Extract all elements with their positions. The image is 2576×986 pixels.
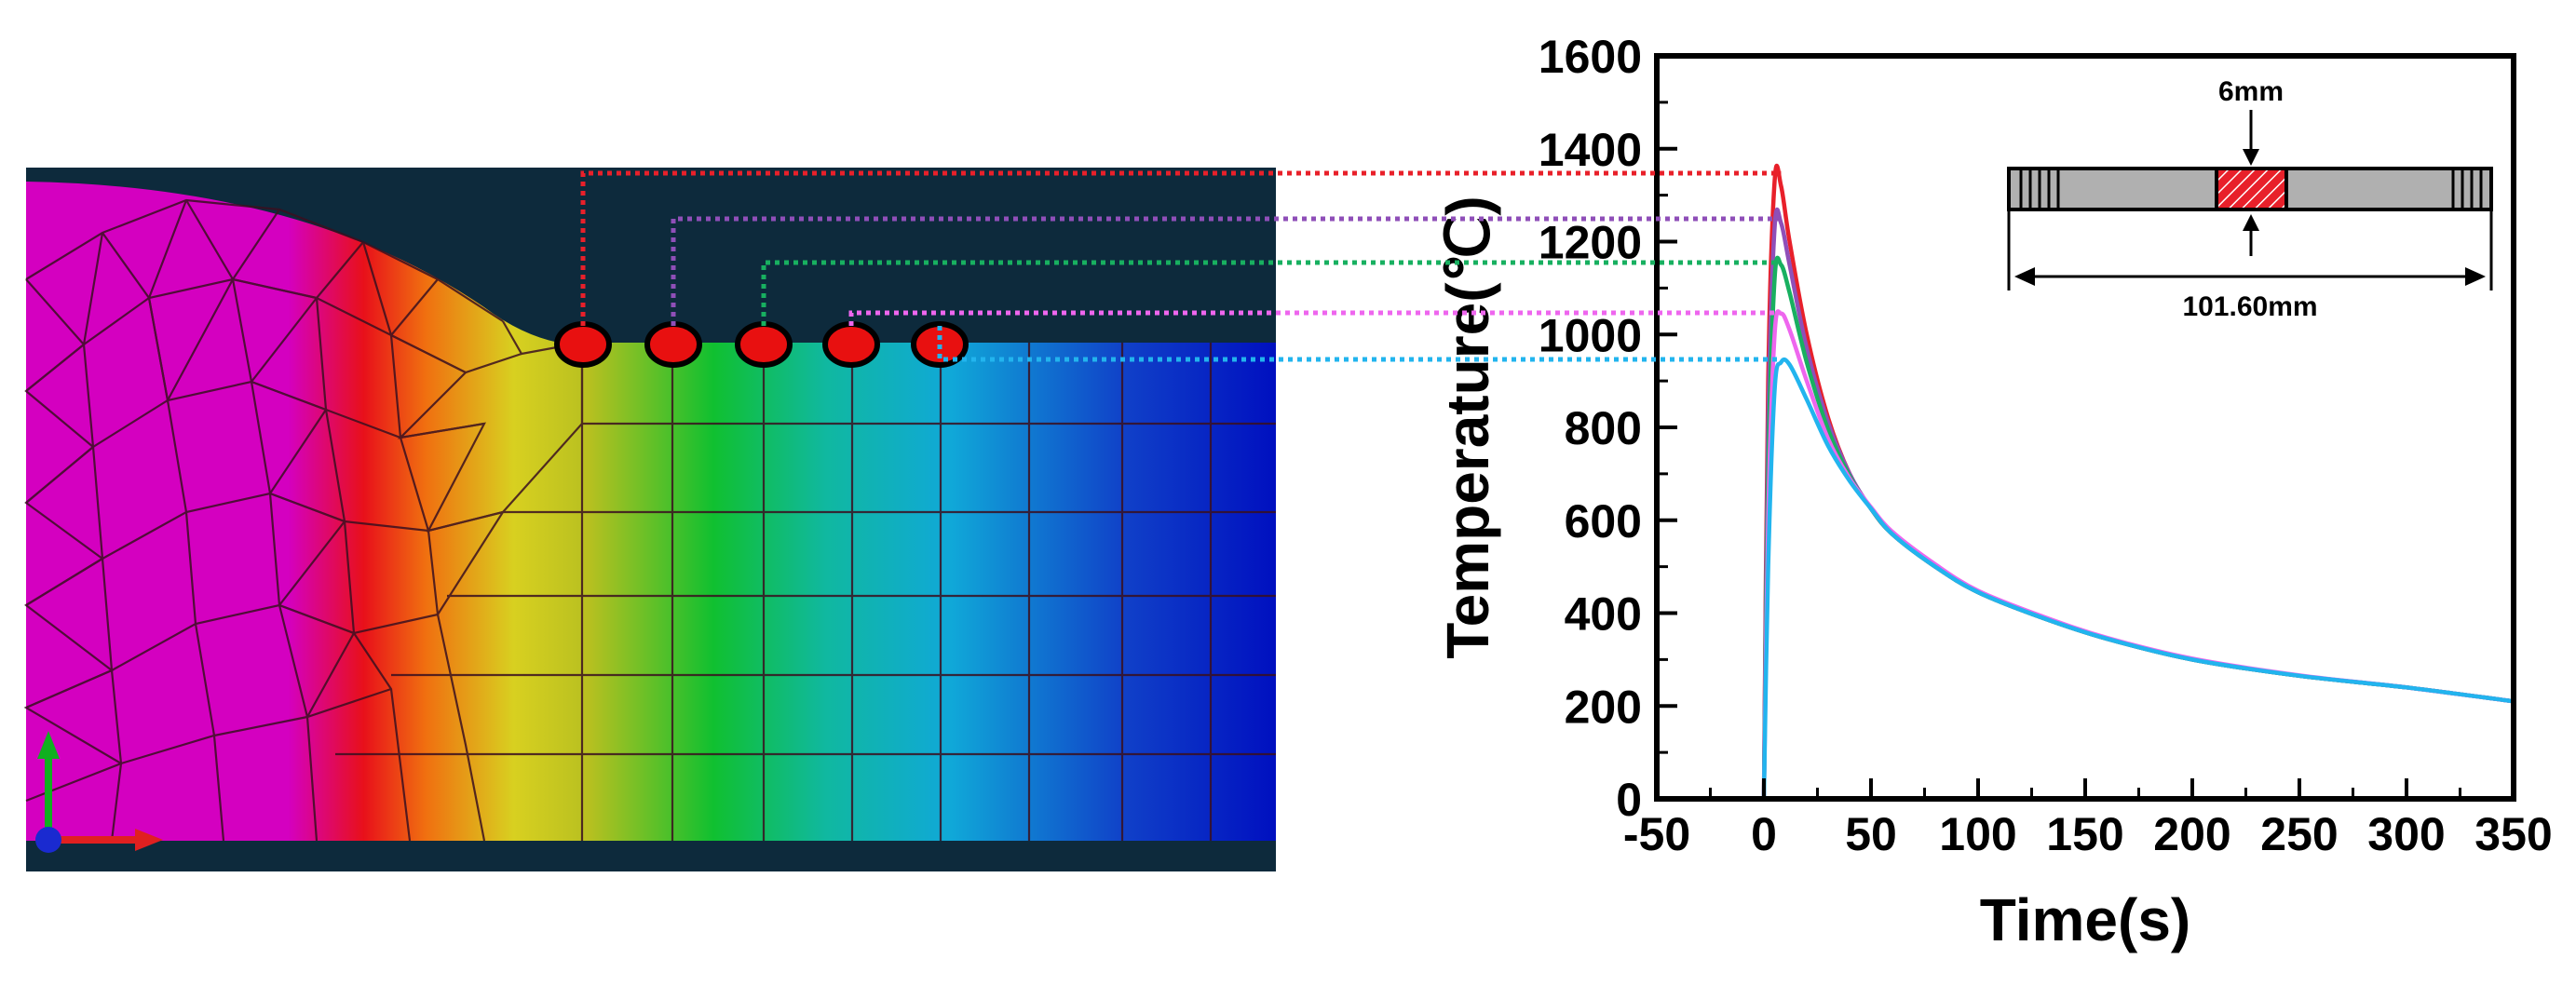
x-axis-title: Time(s) bbox=[1980, 886, 2190, 953]
x-tick-label: 300 bbox=[2367, 808, 2445, 860]
x-tick-label: 250 bbox=[2260, 808, 2338, 860]
fem-bottom-strip bbox=[26, 841, 1276, 871]
y-tick-label: 1000 bbox=[1539, 309, 1642, 361]
temperature-chart: -50 0 50 100 150 200 250 300 350 020040060080010… bbox=[1434, 31, 2553, 953]
probe-connector-4 bbox=[848, 310, 1782, 326]
x-tick-label: 0 bbox=[1751, 808, 1777, 860]
probe-connector-2 bbox=[671, 216, 1782, 326]
x-tick-label: -50 bbox=[1623, 808, 1690, 860]
heated-zone bbox=[2215, 167, 2288, 211]
x-tick-label: 150 bbox=[2046, 808, 2123, 860]
fem-mesh bbox=[23, 198, 1276, 842]
y-tick-label: 400 bbox=[1565, 588, 1642, 641]
probe-connector-3 bbox=[761, 260, 1782, 326]
specimen-inset: 6mm 101.60mm bbox=[2007, 76, 2493, 322]
specimen-grip-right bbox=[2451, 169, 2483, 209]
series-line-5 bbox=[1761, 357, 2514, 799]
probe-marker-1 bbox=[554, 321, 612, 368]
y-tick-label: 1400 bbox=[1539, 124, 1642, 176]
y-axis-title: Temperature(℃) bbox=[1434, 196, 1501, 658]
specimen-grip-left bbox=[2019, 169, 2060, 209]
probe-marker-2 bbox=[644, 321, 702, 368]
y-tick-label: 200 bbox=[1565, 681, 1642, 733]
x-tick-label: 350 bbox=[2474, 808, 2552, 860]
series-line-3 bbox=[1761, 255, 2514, 799]
y-tick-label: 600 bbox=[1565, 495, 1642, 547]
y-tick-label: 1600 bbox=[1539, 31, 1642, 83]
y-tick-label: 0 bbox=[1616, 774, 1642, 826]
axis-triad-icon bbox=[35, 731, 163, 853]
y-tick-label: 800 bbox=[1565, 402, 1642, 454]
probe-marker-3 bbox=[735, 321, 793, 368]
x-tick-label: 200 bbox=[2153, 808, 2230, 860]
probe-connectors bbox=[580, 170, 1782, 362]
x-tick-label: 100 bbox=[1939, 808, 2016, 860]
x-tick-label: 50 bbox=[1845, 808, 1897, 860]
length-label: 101.60mm bbox=[2182, 291, 2317, 322]
series-line-4 bbox=[1761, 309, 2514, 799]
fem-temperature-field bbox=[23, 168, 1276, 871]
probe-connector-1 bbox=[580, 170, 1782, 326]
probe-marker-4 bbox=[822, 321, 880, 368]
series-line-1 bbox=[1761, 163, 2514, 799]
probe-connector-5 bbox=[937, 326, 1782, 362]
width-label: 6mm bbox=[2218, 76, 2284, 107]
y-tick-label: 1200 bbox=[1539, 217, 1642, 269]
series-line-2 bbox=[1761, 207, 2514, 799]
